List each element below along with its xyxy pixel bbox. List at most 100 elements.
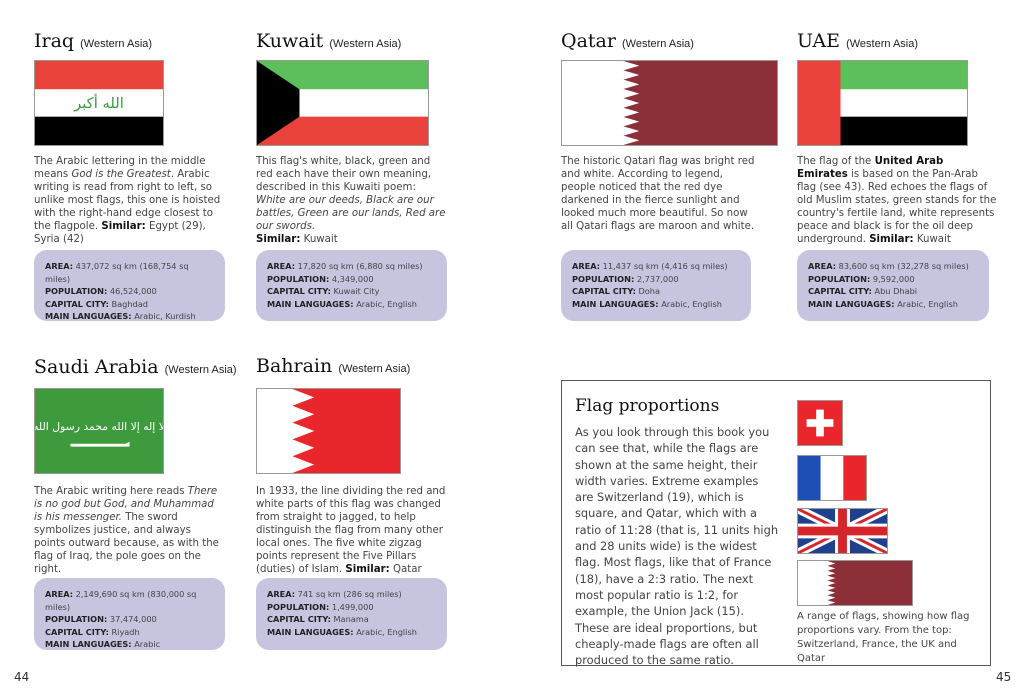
panel-title: Flag proportions <box>575 396 720 416</box>
population-label: POPULATION: <box>808 273 871 284</box>
area-label: AREA: <box>45 261 73 271</box>
flag-proportions-panel <box>561 380 991 666</box>
flag-uk <box>797 508 888 554</box>
capital-value: Doha <box>638 286 661 296</box>
population-label: POPULATION: <box>572 273 635 284</box>
population-label: POPULATION: <box>267 601 330 612</box>
fact-box: AREA: 437,072 sq km (168,754 sq miles) P… <box>34 250 225 321</box>
desc-text: is based on the Pan-Arab flag (see 43). … <box>797 169 997 245</box>
population-value: 2,737,000 <box>636 273 679 284</box>
languages-value: Arabic, English <box>897 298 958 309</box>
desc-italic: God is the Greatest <box>71 169 171 180</box>
country-name: Kuwait <box>256 30 324 52</box>
country-title-qatar: Qatar (Western Asia) <box>561 30 694 52</box>
capital-label: CAPITAL CITY: <box>808 286 872 296</box>
fact-box: AREA: 83,600 sq km (32,278 sq miles) POP… <box>797 250 989 321</box>
population-label: POPULATION: <box>45 286 108 296</box>
fact-box: AREA: 11,437 sq km (4,416 sq miles) POPU… <box>561 250 751 321</box>
desc-text: . Arabic writing is read from right to l… <box>34 169 221 232</box>
similar-value: Egypt (29), Syria (42) <box>34 221 206 245</box>
country-description: In 1933, the line dividing the red and w… <box>256 485 451 576</box>
capital-value: Abu Dhabi <box>874 286 918 296</box>
country-description: This flag's white, black, green and red … <box>256 155 448 246</box>
languages-label: MAIN LANGUAGES: <box>45 639 132 649</box>
desc-text: The Arabic lettering in the middle means <box>34 156 206 180</box>
desc-italic: White are our deeds, Black are our battl… <box>256 195 446 232</box>
capital-label: CAPITAL CITY: <box>267 286 331 296</box>
desc-text: This flag's white, black, green and red … <box>256 156 432 193</box>
flags-caption: A range of flags, showing how flag propo… <box>797 611 970 664</box>
area-label: AREA: <box>267 589 295 599</box>
population-label: POPULATION: <box>45 614 108 624</box>
country-name: Qatar <box>561 30 616 52</box>
area-label: AREA: <box>808 261 836 271</box>
languages-value: Arabic <box>134 639 161 649</box>
similar-label: Similar: <box>101 221 146 232</box>
languages-label: MAIN LANGUAGES: <box>45 311 132 321</box>
country-description: The Arabic lettering in the middle means… <box>34 155 224 246</box>
population-value: 9,592,000 <box>872 273 915 284</box>
capital-value: Baghdad <box>111 298 148 309</box>
desc-text: The historic Qatari flag was bright red … <box>561 156 755 232</box>
population-label: POPULATION: <box>267 273 330 284</box>
languages-value: Arabic, English <box>356 298 417 309</box>
country-title-uae: UAE (Western Asia) <box>797 30 918 52</box>
country-name: Saudi Arabia <box>34 356 159 378</box>
country-title-iraq: Iraq (Western Asia) <box>34 30 152 52</box>
country-title-saudi-arabia: Saudi Arabia (Western Asia) <box>34 356 237 378</box>
region: (Western Asia) <box>846 38 919 50</box>
languages-label: MAIN LANGUAGES: <box>267 298 354 309</box>
capital-label: CAPITAL CITY: <box>45 626 109 637</box>
capital-label: CAPITAL CITY: <box>572 286 636 296</box>
area-value: 17,820 sq km (6,880 sq miles) <box>297 261 423 271</box>
flag-uae <box>797 60 968 146</box>
fact-box: AREA: 2,149,690 sq km (830,000 sq miles)… <box>34 578 225 650</box>
region: (Western Asia) <box>338 363 411 375</box>
flag-bahrain <box>256 388 401 474</box>
flag-iraq: الله أكبر <box>34 60 164 146</box>
population-value: 46,524,000 <box>109 286 157 296</box>
area-label: AREA: <box>45 589 73 599</box>
flag-qatar <box>561 60 778 146</box>
flag-saudi-arabia: لا إله إلا الله محمد رسول الله <box>34 388 164 474</box>
population-value: 37,474,000 <box>109 614 157 624</box>
similar-value: Qatar <box>393 564 422 575</box>
population-value: 1,499,000 <box>331 601 374 612</box>
fact-box: AREA: 17,820 sq km (6,880 sq miles) POPU… <box>256 250 447 321</box>
area-value: 11,437 sq km (4,416 sq miles) <box>602 261 728 271</box>
flag-inscription: لا إله إلا الله محمد رسول الله <box>35 420 163 433</box>
similar-label: Similar: <box>345 564 390 575</box>
panel-text: As you look through this book you can se… <box>575 425 779 668</box>
capital-value: Kuwait City <box>333 286 380 296</box>
desc-text: The sword symbolizes justice, and always… <box>34 512 219 575</box>
page-number-left: 44 <box>14 670 30 684</box>
flag-switzerland <box>797 400 843 446</box>
similar-value: Kuwait <box>916 234 951 245</box>
desc-italic: There is no god but God, and Muhammad is… <box>34 486 218 523</box>
fact-box: AREA: 741 sq km (286 sq miles) POPULATIO… <box>256 578 447 650</box>
languages-value: Arabic, Kurdish <box>134 311 196 321</box>
area-value: 83,600 sq km (32,278 sq miles) <box>838 261 969 271</box>
flag-france <box>797 455 867 501</box>
area-label: AREA: <box>572 261 600 271</box>
capital-value: Manama <box>333 614 369 624</box>
page-number-right: 45 <box>996 670 1012 684</box>
country-description: The Arabic writing here reads There is n… <box>34 485 224 576</box>
area-label: AREA: <box>267 261 295 271</box>
languages-label: MAIN LANGUAGES: <box>267 626 354 637</box>
area-value: 437,072 sq km (168,754 sq miles) <box>45 261 189 284</box>
country-name: Iraq <box>34 30 75 52</box>
flag-kuwait <box>256 60 429 146</box>
similar-label: Similar: <box>869 234 914 245</box>
desc-bold: United Arab Emirates <box>797 156 944 180</box>
languages-value: Arabic, English <box>356 626 417 637</box>
desc-text: The Arabic writing here reads <box>34 486 188 497</box>
flag-qatar-small <box>797 560 913 606</box>
capital-value: Riyadh <box>111 626 140 637</box>
languages-label: MAIN LANGUAGES: <box>572 298 659 309</box>
languages-label: MAIN LANGUAGES: <box>808 298 895 309</box>
country-description: The historic Qatari flag was bright red … <box>561 155 756 233</box>
country-title-bahrain: Bahrain (Western Asia) <box>256 355 410 377</box>
capital-label: CAPITAL CITY: <box>267 614 331 624</box>
capital-label: CAPITAL CITY: <box>45 298 109 309</box>
